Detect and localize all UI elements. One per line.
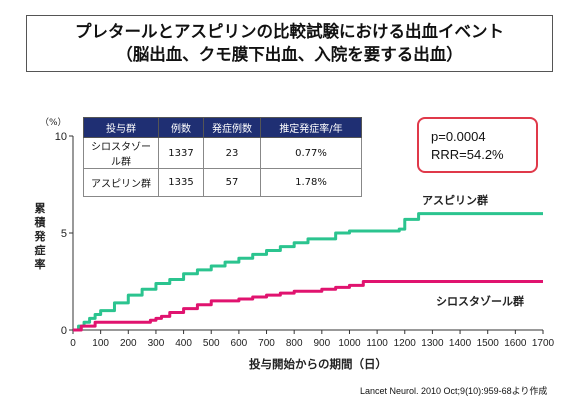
info-table: 投与群 例数 発症例数 推定発症率/年 シロスタゾール群 1337 23 0.7… (83, 117, 362, 197)
table-row: アスピリン群 1335 57 1.78% (83, 168, 362, 197)
x-tick-label: 1700 (532, 338, 555, 349)
y-axis-label-char: 累 (35, 202, 46, 215)
table-cell: 1335 (158, 168, 204, 197)
x-tick-label: 700 (258, 338, 275, 349)
x-tick-label: 1600 (504, 338, 527, 349)
y-axis-label-char: 率 (35, 257, 46, 271)
x-tick-label: 300 (148, 338, 165, 349)
table-cell: 0.77% (260, 137, 362, 169)
title-line1: プレタールとアスピリンの比較試験における出血イベント (75, 22, 504, 41)
x-tick-label: 1200 (394, 338, 417, 349)
table-header: 例数 (158, 117, 204, 138)
x-tick-label: 1100 (366, 338, 388, 349)
table-header: 発症例数 (203, 117, 261, 138)
table-cell: 1.78% (260, 168, 362, 197)
y-axis-label-char: 症 (35, 243, 46, 257)
x-axis-label: 投与開始からの期間（日） (249, 357, 387, 371)
x-tick-label: 900 (313, 338, 330, 349)
rrr-value: RRR=54.2% (431, 147, 504, 162)
x-tick-label: 500 (203, 338, 220, 349)
x-tick-label: 400 (175, 338, 192, 349)
x-tick-label: 1300 (421, 338, 444, 349)
x-tick-label: 800 (286, 338, 303, 349)
series-label-aspirin: アスピリン群 (422, 193, 488, 207)
x-tick-label: 1000 (338, 338, 361, 349)
x-tick-label: 1500 (477, 338, 500, 349)
p-value: p=0.0004 (431, 129, 486, 144)
y-tick-label: 0 (61, 325, 67, 337)
source-citation: Lancet Neurol. 2010 Oct;9(10):959-68より作成 (360, 386, 548, 396)
x-tick-label: 600 (231, 338, 248, 349)
table-header-row: 投与群 例数 発症例数 推定発症率/年 (83, 117, 362, 138)
series-label-cilostazol: シロスタゾール群 (436, 294, 524, 308)
table-cell: 1337 (158, 137, 204, 169)
y-tick-label: 10 (55, 131, 67, 143)
x-tick-label: 200 (120, 338, 137, 349)
table-cell: アスピリン群 (83, 168, 159, 197)
y-axis-label-char: 積 (34, 215, 47, 229)
series-line-aspirin (73, 212, 543, 332)
table-cell: 57 (203, 168, 261, 197)
x-tick-label: 1400 (449, 338, 472, 349)
y-axis-label-char: 発 (34, 229, 47, 243)
x-tick-label: 100 (92, 338, 109, 349)
table-row: シロスタゾール群 1337 23 0.77% (83, 137, 362, 169)
y-unit-label: （%） (40, 117, 67, 128)
x-tick-label: 0 (70, 338, 76, 349)
table-cell: 23 (203, 137, 261, 169)
title-box: プレタールとアスピリンの比較試験における出血イベント （脳出血、クモ膜下出血、入… (26, 15, 553, 72)
table-cell: シロスタゾール群 (83, 137, 159, 169)
title-line2: （脳出血、クモ膜下出血、入院を要する出血） (116, 45, 463, 64)
table-header: 投与群 (83, 117, 159, 138)
table-header: 推定発症率/年 (260, 117, 362, 138)
series-line-cilostazol (73, 280, 543, 332)
y-tick-label: 5 (61, 228, 67, 240)
stats-box: p=0.0004 RRR=54.2% (417, 117, 538, 173)
